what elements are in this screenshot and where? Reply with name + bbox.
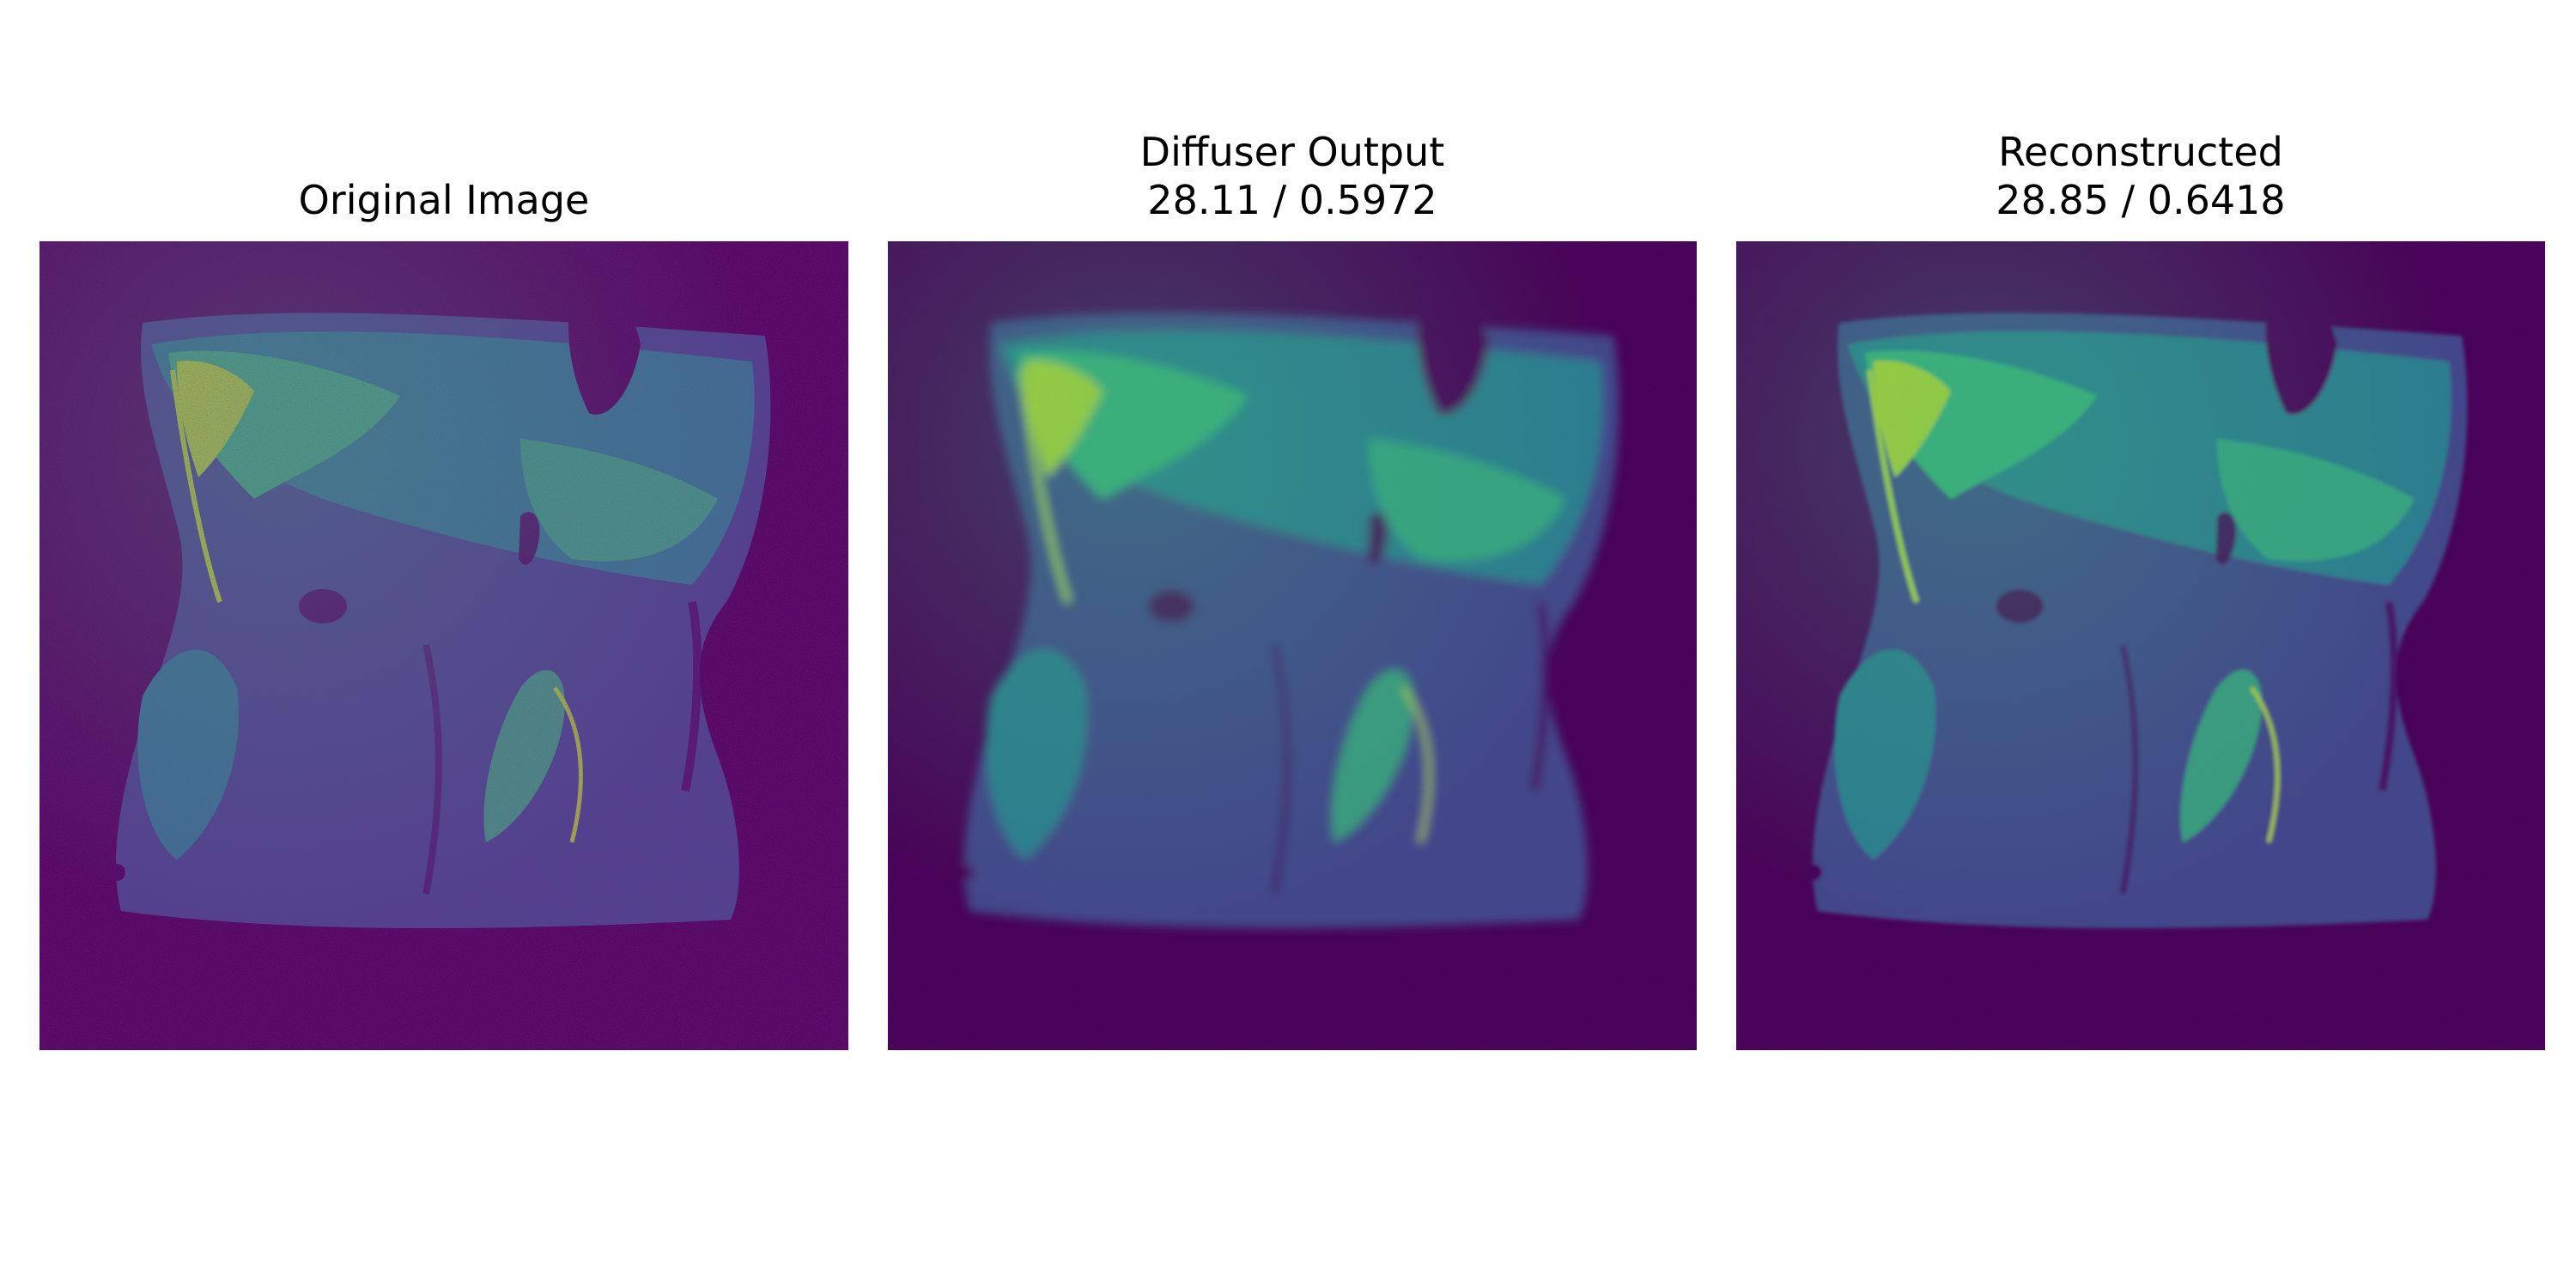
panel-metrics-diffuser-output: 28.11 / 0.5972 xyxy=(1147,177,1437,223)
mri-slice-drawing xyxy=(1736,241,2545,1050)
panel-title-reconstructed: Reconstructed xyxy=(1998,129,2283,175)
mri-image-diffuser-output xyxy=(888,241,1697,1050)
mri-slice-drawing xyxy=(888,241,1697,1050)
panel-metrics-reconstructed: 28.85 / 0.6418 xyxy=(1996,177,2286,223)
panel-title-original: Original Image xyxy=(298,177,590,223)
panel-original: Original Image xyxy=(39,0,848,1288)
mri-image-original xyxy=(39,241,848,1050)
panel-reconstructed: Reconstructed 28.85 / 0.6418 xyxy=(1736,0,2545,1288)
panel-title-diffuser-output: Diffuser Output xyxy=(1139,129,1445,175)
panel-diffuser-output: Diffuser Output 28.11 / 0.5972 xyxy=(888,0,1697,1288)
mri-slice-drawing xyxy=(39,241,848,1050)
mri-image-reconstructed xyxy=(1736,241,2545,1050)
